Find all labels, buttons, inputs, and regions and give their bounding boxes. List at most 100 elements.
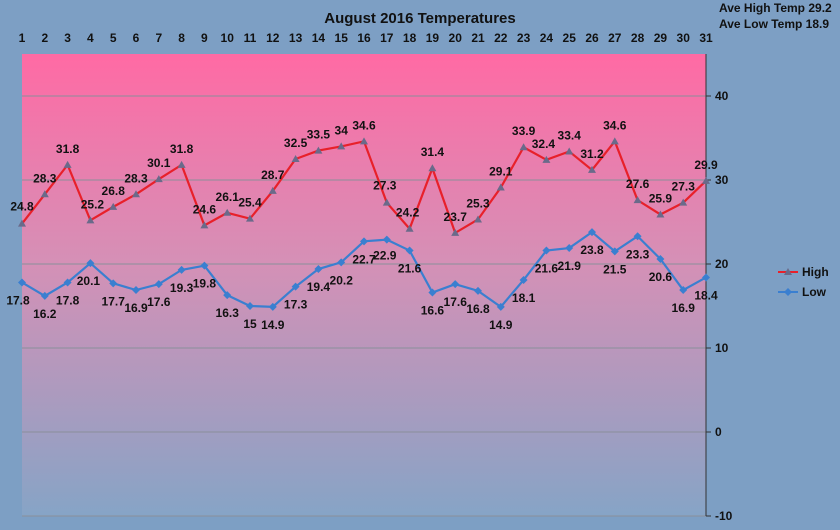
- data-point-low: [565, 244, 574, 253]
- data-label-high: 27.3: [672, 180, 696, 194]
- data-label-low: 21.6: [535, 262, 559, 276]
- data-label-high: 31.8: [170, 142, 194, 156]
- data-point-low: [610, 247, 619, 256]
- x-tick-label: 5: [110, 31, 117, 45]
- data-label-low: 16.9: [124, 301, 148, 315]
- data-point-low: [702, 273, 710, 282]
- data-label-high: 29.1: [489, 165, 513, 179]
- data-label-low: 16.3: [216, 306, 240, 320]
- data-point-high: [610, 137, 619, 145]
- data-point-low: [382, 235, 391, 244]
- data-point-high: [337, 142, 346, 150]
- legend-marker-low: [784, 288, 792, 296]
- data-point-low: [633, 232, 642, 241]
- x-tick-label: 9: [201, 31, 208, 45]
- data-label-high: 34.6: [603, 118, 627, 132]
- data-point-high: [542, 155, 551, 163]
- data-label-high: 27.3: [373, 179, 397, 193]
- data-label-low: 18.4: [694, 288, 718, 302]
- data-point-low: [542, 246, 551, 255]
- data-label-low: 16.9: [672, 301, 696, 315]
- data-point-low: [588, 228, 596, 237]
- data-label-high: 25.4: [238, 196, 262, 210]
- data-label-high: 29.9: [694, 158, 718, 172]
- data-label-low: 17.8: [56, 293, 80, 307]
- x-tick-label: 25: [563, 31, 577, 45]
- x-tick-label: 1: [19, 31, 26, 45]
- x-tick-label: 22: [494, 31, 508, 45]
- x-tick-label: 3: [64, 31, 71, 45]
- data-label-high: 34: [335, 123, 349, 137]
- data-label-low: 19.4: [307, 280, 331, 294]
- x-tick-label: 31: [699, 31, 713, 45]
- data-point-high: [268, 186, 277, 194]
- data-label-low: 21.9: [558, 259, 582, 273]
- data-point-high: [132, 190, 140, 198]
- data-point-low: [246, 302, 254, 310]
- data-point-low: [679, 286, 688, 295]
- x-tick-label: 20: [449, 31, 463, 45]
- data-label-high: 26.8: [102, 184, 126, 198]
- data-point-high: [360, 137, 368, 145]
- data-point-low: [132, 286, 140, 295]
- data-label-high: 24.6: [193, 202, 217, 216]
- x-tick-label: 12: [266, 31, 280, 45]
- x-tick-label: 26: [585, 31, 599, 45]
- x-tick-label: 21: [471, 31, 485, 45]
- x-tick-label: 19: [426, 31, 440, 45]
- data-point-low: [109, 279, 118, 288]
- data-point-high: [63, 160, 72, 168]
- data-point-high: [496, 183, 505, 191]
- data-point-low: [40, 291, 49, 300]
- data-label-low: 17.3: [284, 298, 308, 312]
- data-point-high: [702, 176, 710, 184]
- data-point-high: [405, 224, 414, 232]
- data-point-low: [291, 282, 300, 291]
- x-tick-label: 13: [289, 31, 303, 45]
- data-point-low: [314, 265, 323, 274]
- ave-high-annotation: Ave High Temp 29.2: [719, 1, 832, 15]
- x-tick-label: 30: [677, 31, 691, 45]
- data-label-low: 19.3: [170, 281, 194, 295]
- data-label-high: 33.5: [307, 128, 331, 142]
- y-tick-label: 0: [715, 425, 722, 439]
- data-point-low: [474, 286, 482, 295]
- data-label-low: 23.8: [580, 243, 604, 257]
- legend-label-high: High: [802, 265, 829, 279]
- x-tick-label: 7: [155, 31, 162, 45]
- x-tick-label: 14: [312, 31, 326, 45]
- data-label-high: 27.6: [626, 177, 650, 191]
- data-label-low: 20.2: [330, 273, 354, 287]
- data-label-high: 31.4: [421, 145, 445, 159]
- y-tick-label: 30: [715, 173, 729, 187]
- data-label-low: 17.8: [6, 293, 30, 307]
- data-label-high: 32.5: [284, 136, 308, 150]
- data-label-low: 21.6: [398, 262, 422, 276]
- data-label-low: 22.7: [352, 252, 376, 266]
- data-label-low: 15: [243, 317, 257, 331]
- data-label-high: 28.3: [124, 171, 148, 185]
- y-tick-label: 20: [715, 257, 729, 271]
- data-point-high: [519, 143, 528, 151]
- plot-area: [22, 54, 706, 516]
- data-label-low: 22.9: [373, 249, 397, 263]
- x-tick-label: 2: [41, 31, 48, 45]
- data-label-low: 16.8: [466, 302, 490, 316]
- y-tick-label: 40: [715, 89, 729, 103]
- data-point-high: [314, 146, 323, 154]
- data-point-low: [656, 254, 665, 263]
- data-label-low: 23.3: [626, 247, 650, 261]
- data-label-high: 31.8: [56, 142, 80, 156]
- x-tick-label: 27: [608, 31, 622, 45]
- data-point-low: [18, 278, 26, 287]
- data-label-high: 25.2: [81, 197, 105, 211]
- data-label-low: 16.2: [33, 307, 57, 321]
- data-label-high: 24.8: [10, 200, 34, 214]
- y-tick-label: -10: [715, 509, 733, 523]
- data-label-low: 20.6: [649, 270, 673, 284]
- data-point-low: [268, 302, 277, 311]
- x-tick-label: 28: [631, 31, 645, 45]
- data-point-low: [86, 259, 95, 268]
- data-point-high: [656, 210, 665, 218]
- data-label-low: 17.6: [444, 295, 468, 309]
